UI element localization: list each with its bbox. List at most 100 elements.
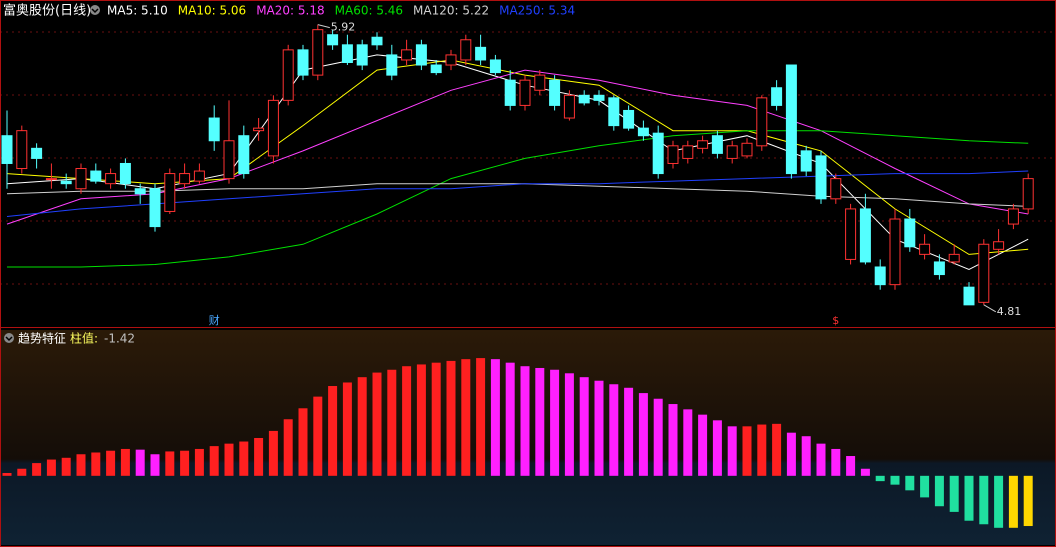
bar	[964, 475, 974, 521]
bar	[846, 456, 856, 476]
bar	[668, 404, 678, 476]
candle-body	[608, 97, 620, 127]
candle-body	[697, 140, 709, 149]
bar	[934, 475, 944, 507]
candle-body	[105, 173, 117, 185]
ma-line	[6, 69, 1029, 225]
legend-entry: MA250: 5.34	[499, 4, 575, 18]
annotation-arrow	[983, 304, 997, 313]
menu-icon[interactable]	[4, 333, 14, 343]
bar	[194, 448, 204, 476]
bar	[298, 408, 308, 476]
legend-entry: MA20: 5.18	[256, 4, 324, 18]
candle-body	[800, 150, 812, 172]
bar	[372, 372, 382, 476]
candle-body	[45, 178, 57, 181]
bar	[816, 443, 826, 476]
bar	[2, 472, 12, 476]
bar	[91, 452, 101, 476]
candle-body	[874, 266, 886, 286]
bar	[609, 384, 619, 476]
bar	[698, 414, 708, 476]
candle-body	[682, 145, 694, 159]
candle-body	[430, 64, 442, 74]
candle-body	[519, 79, 531, 106]
candle-body	[371, 36, 383, 46]
candle-body	[208, 117, 220, 142]
candle-body	[164, 173, 176, 212]
bar	[653, 398, 663, 476]
candle-body	[312, 29, 324, 76]
bar	[890, 475, 900, 485]
candle-body	[60, 180, 72, 185]
candle-body	[475, 46, 487, 61]
annotation-arrow	[317, 24, 330, 29]
bar	[757, 424, 767, 476]
bar	[431, 362, 441, 476]
candle-body	[534, 74, 546, 91]
bar	[416, 364, 426, 476]
bar	[520, 366, 530, 476]
candle-body	[549, 79, 561, 106]
candle-body	[830, 178, 842, 200]
legend-entry: MA5: 5.10	[107, 4, 168, 18]
bar	[76, 454, 86, 476]
candle-body	[238, 135, 250, 175]
candle-body	[297, 49, 309, 76]
bar	[505, 362, 515, 476]
candle-body	[193, 170, 205, 182]
candle-body	[16, 130, 28, 170]
bar	[979, 475, 989, 525]
bar	[920, 475, 930, 498]
bar	[283, 419, 293, 476]
bar	[342, 382, 352, 476]
bar	[461, 359, 471, 476]
bar	[1023, 475, 1033, 527]
bar	[712, 420, 722, 476]
candle-body	[711, 135, 723, 154]
min-label: 4.81	[997, 305, 1022, 318]
indicator-title: 趋势特征	[18, 331, 66, 346]
legend-entry: MA60: 5.46	[335, 4, 403, 18]
bar	[106, 450, 116, 476]
bar	[135, 449, 145, 476]
candle-body	[889, 218, 901, 286]
max-label: 5.92	[331, 21, 356, 34]
bar	[357, 377, 367, 476]
candle-body	[637, 127, 649, 137]
bar	[490, 359, 500, 476]
menu-icon[interactable]	[90, 5, 100, 15]
event-marker: $	[832, 314, 839, 327]
bar	[727, 426, 737, 476]
candle-body	[31, 147, 43, 159]
bar	[402, 366, 412, 476]
candle-body	[593, 94, 605, 101]
ma-line	[7, 130, 1029, 268]
bar	[180, 450, 190, 476]
bar	[32, 463, 42, 476]
bar	[742, 426, 752, 476]
bar	[209, 446, 219, 476]
bar	[786, 432, 796, 476]
bar	[120, 448, 130, 476]
candle-body	[253, 127, 265, 132]
bar	[17, 468, 27, 476]
bar	[905, 475, 915, 491]
bar	[831, 448, 841, 476]
bar	[949, 475, 959, 512]
menu-icon-arrow	[91, 8, 99, 14]
candle-body	[726, 145, 738, 159]
bar	[638, 393, 648, 476]
bar	[1008, 475, 1018, 528]
bar	[313, 396, 323, 476]
candle-body	[489, 59, 501, 74]
bar	[772, 423, 782, 476]
bar	[994, 475, 1004, 528]
indicator-value-name: 柱值:	[70, 331, 98, 346]
event-marker: 财	[209, 313, 220, 327]
bar	[150, 454, 160, 476]
indicator-value: -1.42	[104, 332, 135, 346]
candle-body	[578, 94, 590, 104]
candle-body	[978, 243, 990, 303]
